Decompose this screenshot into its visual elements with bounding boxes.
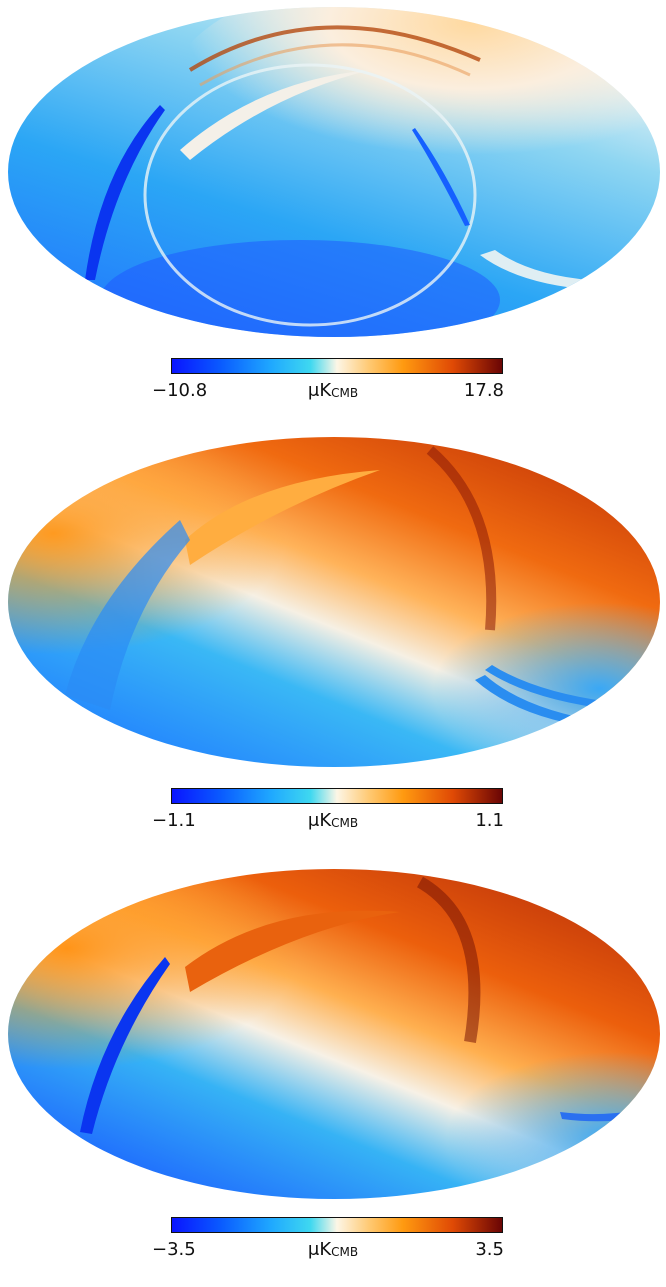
colorbar-1: −10.8 μKCMB 17.8 xyxy=(0,358,666,428)
unit-sub: CMB xyxy=(331,1245,359,1259)
colorbar-gradient xyxy=(171,788,503,804)
unit-sub: CMB xyxy=(331,386,359,400)
mollweide-map-1 xyxy=(8,7,660,337)
colorbar-gradient xyxy=(171,358,503,374)
colorbar-min-label: −10.8 xyxy=(152,380,208,401)
colorbar-unit-label: μKCMB xyxy=(0,810,666,831)
unit-sub: CMB xyxy=(331,816,359,830)
unit-main: μK xyxy=(307,1239,332,1260)
sky-map-panel-1 xyxy=(0,0,666,345)
colorbar-max-label: 17.8 xyxy=(463,380,504,401)
sky-map-panel-3 xyxy=(0,862,666,1207)
colorbar-max-label: 3.5 xyxy=(475,1239,504,1260)
unit-main: μK xyxy=(307,810,332,831)
colorbar-2: −1.1 μKCMB 1.1 xyxy=(0,788,666,858)
mollweide-map-3 xyxy=(8,869,660,1199)
colorbar-unit-label: μKCMB xyxy=(0,1239,666,1260)
colorbar-max-label: 1.1 xyxy=(475,810,504,831)
colorbar-unit-label: μKCMB xyxy=(0,380,666,401)
unit-main: μK xyxy=(307,380,332,401)
mollweide-map-2 xyxy=(8,437,660,767)
colorbar-3: −3.5 μKCMB 3.5 xyxy=(0,1217,666,1287)
colorbar-gradient xyxy=(171,1217,503,1233)
colorbar-min-label: −1.1 xyxy=(152,810,196,831)
colorbar-min-label: −3.5 xyxy=(152,1239,196,1260)
sky-map-panel-2 xyxy=(0,430,666,775)
